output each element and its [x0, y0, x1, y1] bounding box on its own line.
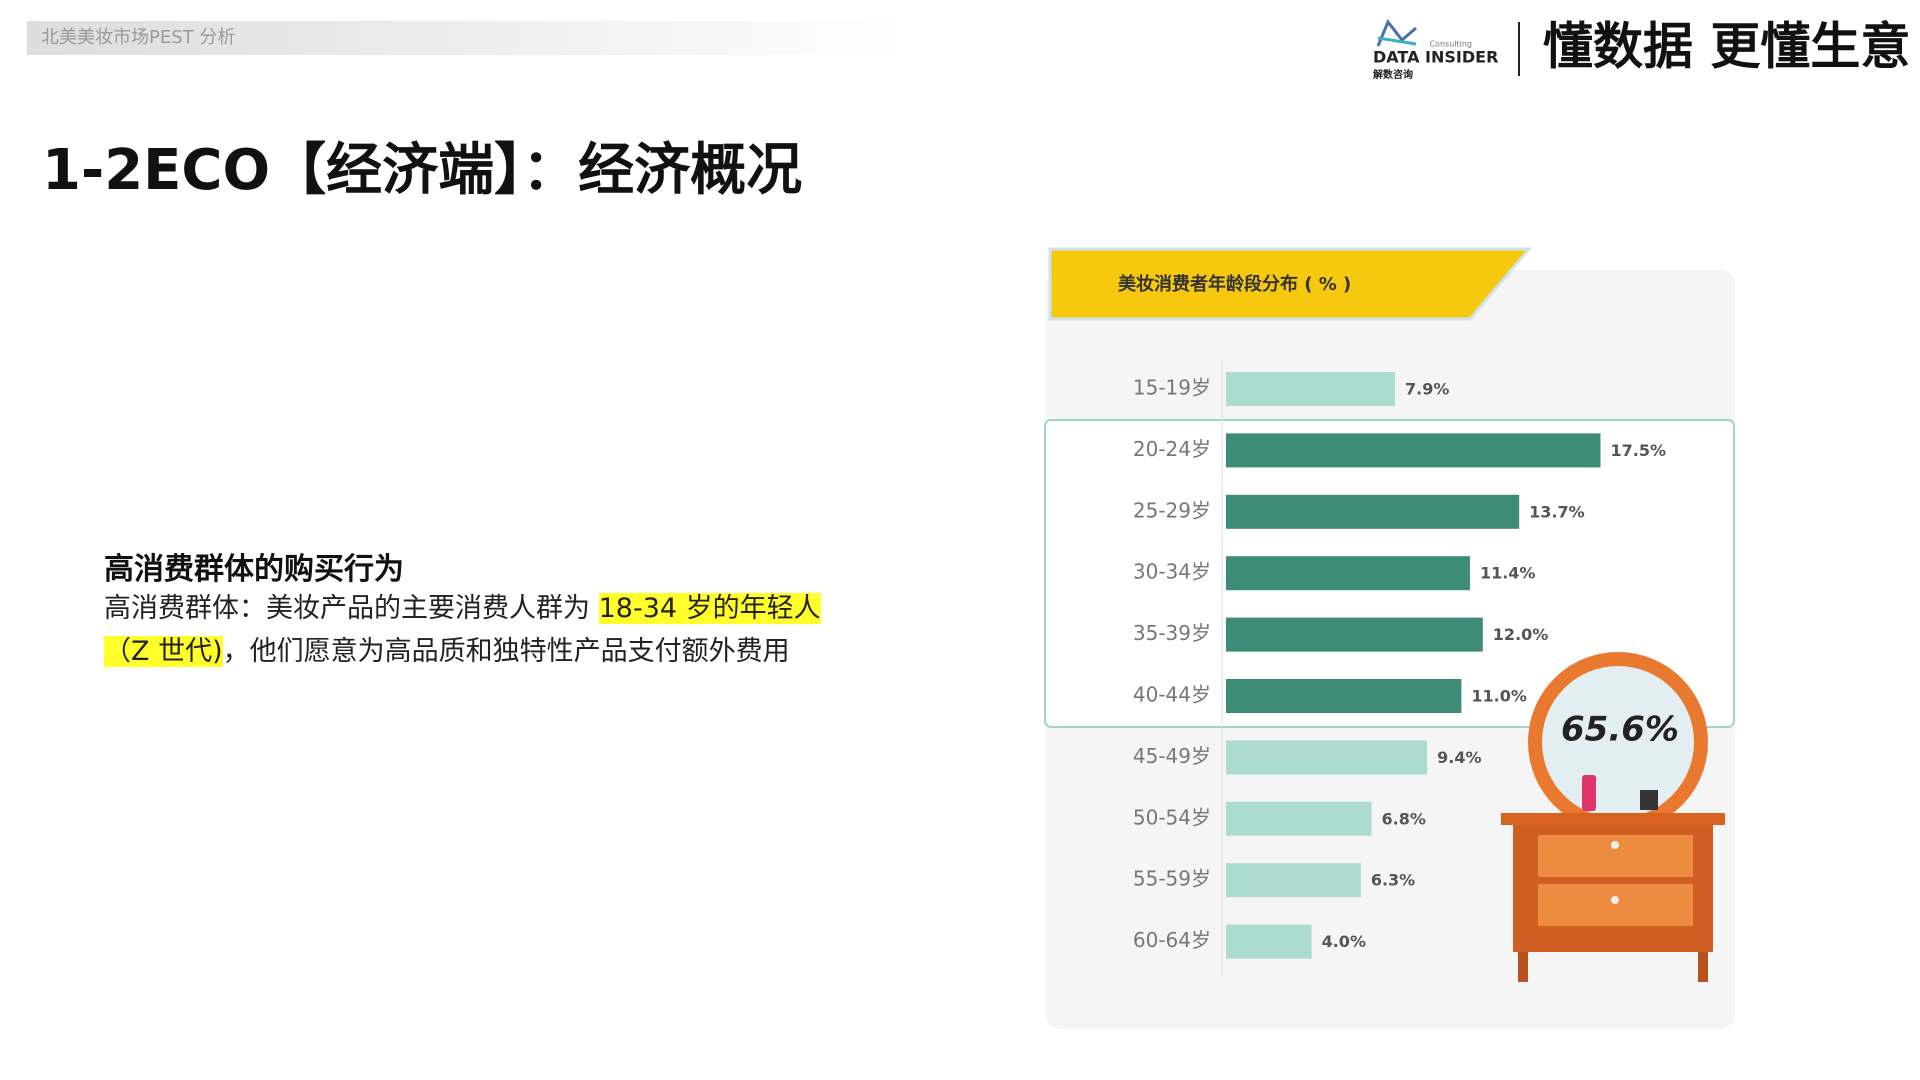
bar — [1226, 679, 1462, 713]
bar — [1226, 556, 1470, 591]
category-label: 35-39岁 — [1133, 621, 1211, 645]
bar — [1226, 372, 1396, 406]
body-text: 高消费群体：美妆产品的主要消费人群为 — [104, 593, 599, 624]
category-label: 30-34岁 — [1133, 560, 1211, 584]
logo-icon — [1376, 19, 1417, 47]
slogan: 懂数据 更懂生意 — [1543, 18, 1910, 76]
logo-icon — [1377, 36, 1417, 46]
bar — [1226, 617, 1483, 652]
bar — [1226, 801, 1372, 836]
logo-cn: 解数咨询 — [1373, 68, 1413, 81]
bottle — [1582, 775, 1596, 811]
bar — [1226, 433, 1601, 468]
chart-title-banner — [1048, 247, 1533, 321]
brand: Consulting DATA INSIDER 解数咨询 懂数据 更懂生意 — [1373, 18, 1910, 82]
value-label: 11.4% — [1480, 564, 1536, 583]
bar — [1226, 863, 1361, 898]
logo: DATA INSIDER — [1373, 48, 1498, 67]
category-label: 15-19岁 — [1133, 376, 1211, 400]
slide-title: 1-2ECO【经济端】：经济概况 — [42, 138, 803, 203]
chart-title: 美妆消费者年龄段分布 ( % ) — [1118, 273, 1351, 295]
value-label: 11.0% — [1471, 687, 1527, 706]
bar — [1226, 924, 1312, 959]
section-body: 高消费群体：美妆产品的主要消费人群为 18-34 岁的年轻人（Z 世代)，他们愿… — [104, 587, 864, 673]
dresser-top — [1501, 813, 1725, 825]
value-label: 12.0% — [1493, 625, 1549, 644]
value-label: 4.0% — [1322, 932, 1366, 951]
category-label: 45-49岁 — [1133, 744, 1211, 768]
jar — [1640, 790, 1658, 810]
knob — [1611, 896, 1619, 904]
value-label: 17.5% — [1611, 441, 1667, 460]
knob — [1611, 841, 1619, 849]
illustration — [1501, 652, 1725, 982]
value-label: 9.4% — [1437, 748, 1481, 767]
mirror-glass — [1542, 666, 1694, 818]
drawer — [1538, 884, 1693, 926]
category-label: 55-59岁 — [1133, 867, 1211, 891]
category-label: 40-44岁 — [1133, 683, 1211, 707]
annotation: 65.6% — [1561, 710, 1679, 750]
value-label: 6.8% — [1382, 809, 1426, 828]
leg — [1518, 952, 1528, 982]
category-label: 60-64岁 — [1133, 928, 1211, 952]
category-label: 20-24岁 — [1133, 437, 1211, 461]
bar — [1226, 740, 1428, 775]
category-label: 50-54岁 — [1133, 805, 1211, 829]
value-label: 7.9% — [1405, 380, 1449, 399]
logo-sub: Consulting — [1429, 40, 1472, 49]
body-text: ，他们愿意为高品质和独特性产品支付额外费用 — [222, 636, 790, 667]
leg — [1698, 952, 1708, 982]
value-label: 13.7% — [1529, 502, 1585, 521]
bar — [1226, 494, 1520, 529]
breadcrumb: 北美美妆市场PEST 分析 — [27, 21, 902, 55]
section-heading: 高消费群体的购买行为 — [104, 552, 404, 587]
value-label: 6.3% — [1371, 871, 1415, 890]
category-label: 25-29岁 — [1133, 498, 1211, 522]
